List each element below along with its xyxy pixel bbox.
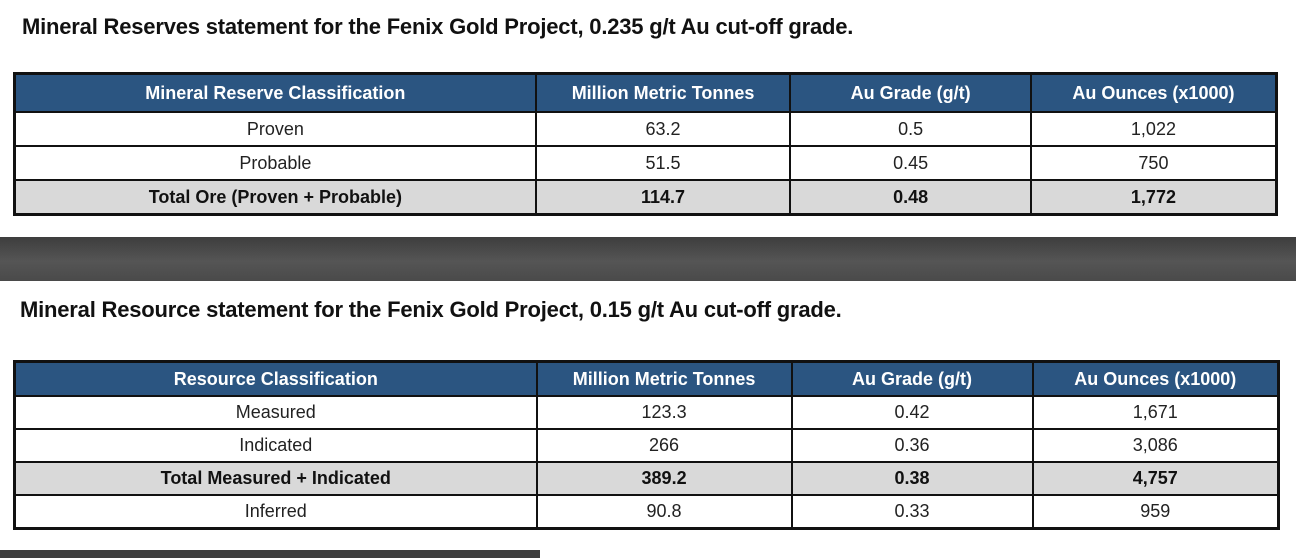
table-cell: 0.42 [790,395,1034,430]
table-row-indicated: Indicated 266 0.36 3,086 [13,428,1280,463]
table-cell: 4,757 [1031,461,1280,496]
table-cell: 51.5 [534,145,792,181]
table-cell: 0.5 [789,111,1032,147]
table-cell: 0.48 [789,179,1032,216]
bottom-divider [0,550,540,558]
table-header-row: Resource Classification Million Metric T… [13,360,1280,397]
table-row-inferred: Inferred 90.8 0.33 959 [13,494,1280,530]
table-row-proven: Proven 63.2 0.5 1,022 [13,111,1278,147]
table-cell: 90.8 [535,494,793,530]
table-cell: 266 [535,428,793,463]
resources-title: Mineral Resource statement for the Fenix… [20,297,842,322]
header-tonnes: Million Metric Tonnes [534,72,792,113]
divider-band [0,237,1296,281]
table-cell: 123.3 [535,395,793,430]
table-cell: 114.7 [534,179,792,216]
table-cell: 959 [1031,494,1280,530]
header-grade: Au Grade (g/t) [789,72,1032,113]
header-grade: Au Grade (g/t) [790,360,1034,397]
table-row-measured: Measured 123.3 0.42 1,671 [13,395,1280,430]
table-cell: 3,086 [1031,428,1280,463]
reserves-table: Mineral Reserve Classification Million M… [13,72,1278,216]
table-header-row: Mineral Reserve Classification Million M… [13,72,1278,113]
resources-table: Resource Classification Million Metric T… [13,360,1280,530]
table-cell: 0.45 [789,145,1032,181]
table-row-probable: Probable 51.5 0.45 750 [13,145,1278,181]
header-classification: Resource Classification [13,360,538,397]
table-row-total-ore: Total Ore (Proven + Probable) 114.7 0.48… [13,179,1278,216]
table-cell: 0.36 [790,428,1034,463]
table-cell: Proven [13,111,537,147]
table-cell: 1,022 [1029,111,1278,147]
header-tonnes: Million Metric Tonnes [535,360,793,397]
header-ounces: Au Ounces (x1000) [1031,360,1280,397]
header-classification: Mineral Reserve Classification [13,72,537,113]
table-cell: 750 [1029,145,1278,181]
table-cell: 0.38 [790,461,1034,496]
table-cell: Total Measured + Indicated [13,461,538,496]
table-cell: Measured [13,395,538,430]
table-cell: 1,671 [1031,395,1280,430]
header-ounces: Au Ounces (x1000) [1029,72,1278,113]
table-cell: Inferred [13,494,538,530]
table-cell: Indicated [13,428,538,463]
table-cell: Total Ore (Proven + Probable) [13,179,537,216]
table-cell: 0.33 [790,494,1034,530]
table-row-total-measured-indicated: Total Measured + Indicated 389.2 0.38 4,… [13,461,1280,496]
table-cell: 1,772 [1029,179,1278,216]
table-cell: 389.2 [535,461,793,496]
table-cell: 63.2 [534,111,792,147]
reserves-title: Mineral Reserves statement for the Fenix… [22,14,854,39]
table-cell: Probable [13,145,537,181]
